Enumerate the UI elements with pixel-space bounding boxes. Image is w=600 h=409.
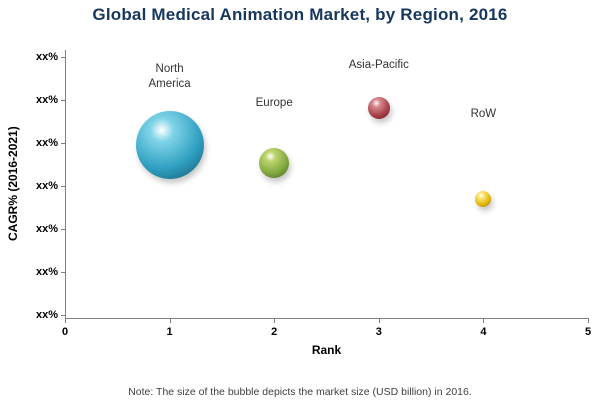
europe-bubble [259,148,290,179]
y-tick-mark [61,143,65,144]
x-tick-mark [169,319,171,323]
x-tick-label: 4 [480,326,487,338]
asia-pacific-label: Asia-Pacific [348,59,409,71]
y-tick-mark [61,186,65,187]
europe-label: Europe [255,97,293,109]
y-tick-label: xx% [35,309,58,321]
x-tick-mark [65,319,66,323]
x-tick-label: 2 [271,326,278,338]
y-tick-mark [61,272,65,273]
plot-area [65,50,589,319]
y-tick-label: xx% [35,180,58,192]
y-tick-mark [61,315,65,316]
chart-title: Global Medical Animation Market, by Regi… [92,5,508,24]
y-tick-mark [61,57,65,58]
x-tick-label: 0 [61,326,69,338]
asia-pacific-bubble [367,97,390,120]
x-tick-label: 3 [375,326,382,338]
north-america-label: North America [148,63,191,90]
x-tick-mark [483,319,485,323]
row-label: RoW [470,108,497,120]
x-tick-mark [588,319,589,323]
y-tick-label: xx% [35,51,58,63]
x-tick-label: 1 [166,326,173,338]
y-tick-label: xx% [35,223,58,235]
y-tick-label: xx% [35,266,58,278]
x-tick-mark [274,319,276,323]
y-tick-label: xx% [35,94,58,106]
chart-note: Note: The size of the bubble depicts the… [128,386,472,398]
x-tick-mark [378,319,380,323]
x-axis-label: Rank [311,343,342,357]
y-tick-mark [61,100,65,101]
north-america-bubble [135,111,204,180]
y-tick-mark [61,229,65,230]
row-bubble [475,190,492,207]
y-tick-label: xx% [35,137,58,149]
x-tick-label: 5 [584,326,592,338]
